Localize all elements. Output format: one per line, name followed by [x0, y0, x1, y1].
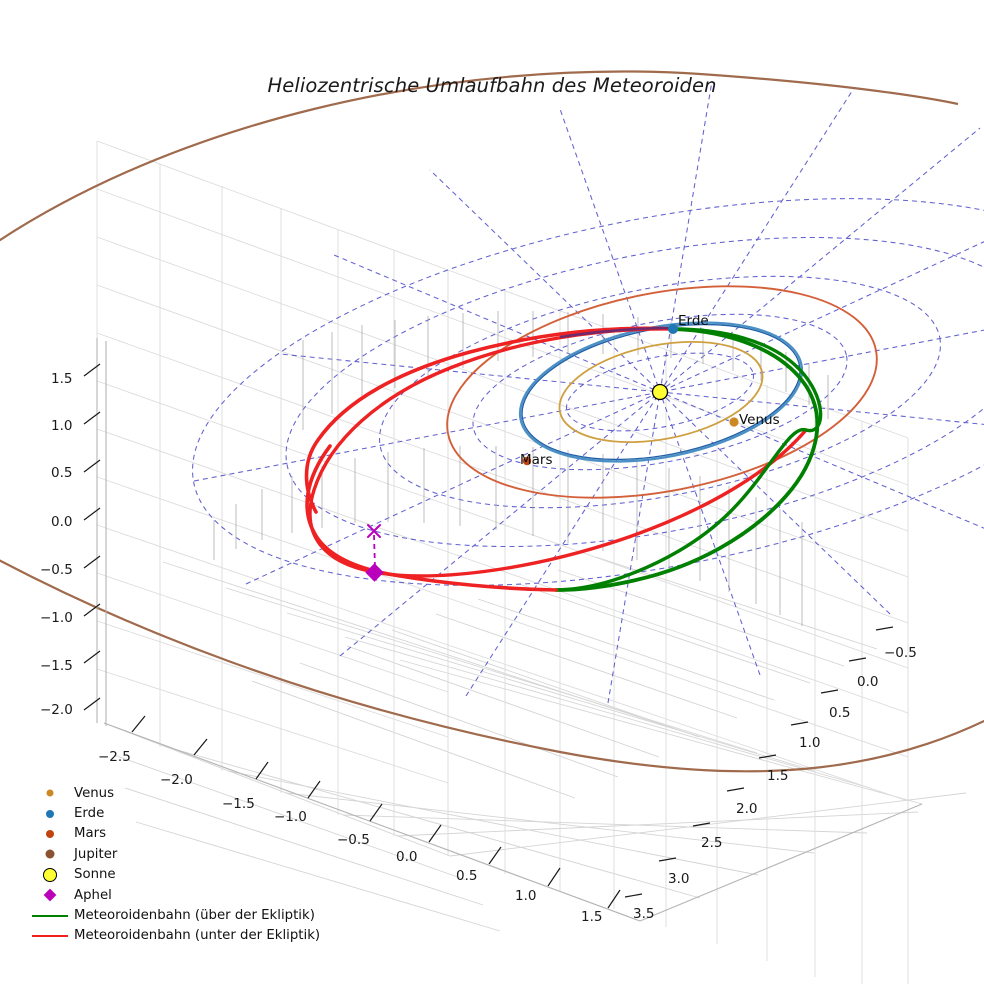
erde-label: Erde [678, 313, 709, 329]
meteoroid-orbit-above-ecliptic [558, 327, 823, 592]
legend-marker-6-icon [30, 906, 70, 926]
legend-label-7: Meteoroidenbahn (unter der Ekliptik) [74, 928, 321, 944]
x-tick-label-0: −2.5 [98, 749, 131, 765]
floor-pane-grid [103, 556, 967, 932]
dot-icon [46, 829, 54, 838]
meteoroid-orbit-below-tail [305, 444, 558, 592]
line-icon [32, 914, 68, 917]
meteoroid-orbit-above-limb [554, 327, 820, 592]
x-tick-label-6: 0.5 [456, 868, 478, 884]
z-tick-label-2: 0.5 [51, 465, 73, 481]
mars-label: Mars [520, 452, 553, 468]
z-tick-label-3: 0.0 [51, 514, 73, 530]
dot-icon [43, 867, 57, 882]
y-tick-label-8: 3.5 [633, 906, 655, 922]
y-tick-label-2: 0.5 [829, 705, 851, 721]
dot-icon [46, 809, 54, 818]
legend-item-meteoroidenbahn-unter-der-ekliptik[interactable]: Meteoroidenbahn (unter der Ekliptik) [30, 926, 330, 946]
legend-marker-2-icon [30, 824, 70, 844]
legend-marker-5-icon [30, 885, 70, 905]
legend-item-venus[interactable]: Venus [30, 783, 330, 803]
legend-item-sonne[interactable]: Sonne [30, 865, 330, 885]
legend-marker-0-icon [30, 783, 70, 803]
dot-icon [46, 789, 54, 797]
jupiter-orbit [0, 70, 959, 242]
z-tick-label-4: −0.5 [40, 562, 73, 578]
z-tick-label-6: −1.5 [40, 658, 73, 674]
y-tick-label-5: 2.0 [736, 801, 758, 817]
legend-item-mars[interactable]: Mars [30, 824, 330, 844]
legend-label-0: Venus [74, 785, 115, 801]
y-tick-label-1: 0.0 [857, 674, 879, 690]
legend-label-2: Mars [74, 826, 107, 842]
y-tick-label-4: 1.5 [767, 768, 789, 784]
mars-marker [522, 456, 532, 466]
mars-orbit [446, 285, 878, 499]
left-pane-grid [96, 140, 449, 856]
axis-spines [96, 338, 923, 922]
y-tick-label-0: −0.5 [884, 645, 917, 661]
y-tick-label-6: 2.5 [701, 835, 723, 851]
legend: Venus Erde Mars Jupiter Sonne Aphel Meteoroide… [30, 783, 330, 946]
venus-marker [729, 417, 739, 427]
meteoroid-orbit-below-ecliptic [308, 327, 808, 578]
y-tick-label-7: 3.0 [668, 871, 690, 887]
legend-label-1: Erde [74, 806, 105, 822]
venus-label: Venus [739, 412, 780, 428]
aphel-projection-x-icon [367, 524, 381, 538]
ecliptic-reference-grid [192, 80, 984, 704]
legend-item-jupiter[interactable]: Jupiter [30, 844, 330, 864]
x-tick-label-1: −2.0 [160, 772, 193, 788]
earth-marker [668, 324, 678, 334]
z-tick-label-0: 1.5 [51, 371, 73, 387]
axis-ticks [83, 363, 894, 909]
x-tick-label-4: −0.5 [337, 832, 370, 848]
legend-marker-1-icon [30, 804, 70, 824]
meteoroid-orbit-below-limb [304, 326, 675, 514]
sun-marker [651, 383, 669, 401]
x-tick-label-2: −1.5 [222, 796, 255, 812]
legend-item-meteoroidenbahn-ber-der-ekliptik[interactable]: Meteoroidenbahn (über der Ekliptik) [30, 905, 330, 925]
z-tick-label-1: 1.0 [51, 418, 73, 434]
x-tick-label-8: 1.5 [581, 909, 603, 925]
legend-marker-4-icon [30, 865, 70, 885]
z-tick-label-5: −1.0 [40, 610, 73, 626]
legend-item-erde[interactable]: Erde [30, 803, 330, 823]
dot-icon [45, 849, 55, 859]
meteoroid-node-overlap [559, 326, 673, 339]
page-title: Heliozentrische Umlaufbahn des Meteoroid… [267, 74, 717, 97]
x-tick-label-5: 0.0 [396, 849, 418, 865]
diamond-icon [43, 888, 57, 902]
x-tick-label-3: −1.0 [274, 809, 307, 825]
line-icon [32, 934, 68, 937]
z-tick-label-7: −2.0 [40, 702, 73, 718]
legend-label-4: Sonne [74, 867, 116, 883]
legend-label-3: Jupiter [74, 846, 118, 862]
venus-orbit [558, 340, 764, 444]
y-tick-label-3: 1.0 [799, 735, 821, 751]
legend-label-6: Meteoroidenbahn (über der Ekliptik) [74, 908, 315, 924]
jupiter-orbit-lower [0, 559, 984, 773]
legend-item-aphel[interactable]: Aphel [30, 885, 330, 905]
aphel-marker [365, 563, 384, 582]
x-tick-label-7: 1.0 [515, 888, 537, 904]
legend-label-5: Aphel [74, 887, 112, 903]
aphel-projection-line [373, 534, 376, 569]
legend-marker-3-icon [30, 844, 70, 864]
legend-marker-7-icon [30, 926, 70, 946]
